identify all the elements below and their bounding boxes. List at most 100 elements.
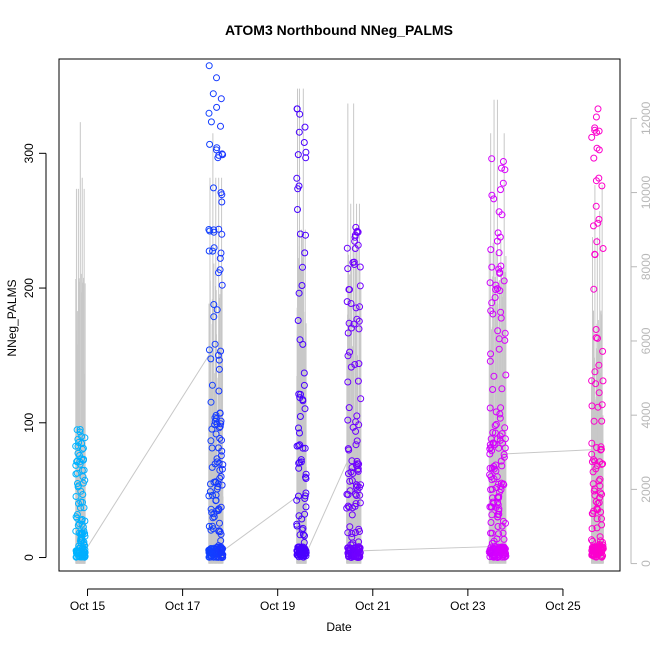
data-point <box>80 548 88 556</box>
data-point <box>296 429 303 437</box>
data-point <box>596 475 604 483</box>
data-point <box>487 307 495 315</box>
data-point <box>76 426 84 433</box>
data-point <box>357 395 365 403</box>
data-point <box>599 377 607 385</box>
data-point <box>498 522 506 530</box>
data-point <box>356 499 364 507</box>
data-point <box>590 154 598 162</box>
data-point <box>355 317 363 325</box>
data-point <box>301 123 309 131</box>
data-point <box>501 166 509 174</box>
data-point <box>486 404 494 412</box>
data-point <box>210 313 218 321</box>
data-point <box>354 241 362 249</box>
data-point <box>488 191 496 199</box>
data-point <box>217 548 225 556</box>
data-point <box>495 265 503 273</box>
data-point <box>490 463 498 470</box>
data-point <box>205 346 213 354</box>
chart-title: ATOM3 Northbound NNeg_PALMS <box>225 22 453 38</box>
data-point <box>216 434 224 442</box>
data-point <box>302 473 309 481</box>
y-axis-label: NNeg_PALMS <box>5 279 19 356</box>
data-point <box>591 126 599 134</box>
data-point <box>206 488 214 496</box>
data-point <box>217 95 225 103</box>
data-point <box>499 179 507 187</box>
data-point <box>356 303 364 311</box>
data-point <box>590 285 598 293</box>
data-point <box>593 144 601 152</box>
data-point <box>502 371 510 379</box>
data-point <box>296 413 304 420</box>
data-point <box>213 306 221 314</box>
data-point <box>209 491 216 499</box>
data-point <box>75 439 83 446</box>
data-point <box>74 521 82 529</box>
data-point <box>344 529 352 537</box>
x-tick-label: Oct 25 <box>545 599 581 613</box>
data-point <box>344 352 352 360</box>
data-point <box>597 446 605 454</box>
data-point <box>488 529 496 537</box>
data-point <box>498 385 506 393</box>
data-point <box>205 522 213 530</box>
data-point <box>293 174 301 182</box>
data-point <box>207 398 215 406</box>
data-point <box>489 429 497 436</box>
data-point <box>215 151 223 159</box>
data-point <box>294 317 302 324</box>
data-point <box>487 350 495 358</box>
data-point <box>592 380 600 388</box>
data-point <box>592 326 600 333</box>
data-point <box>343 298 351 306</box>
data-point <box>595 174 603 182</box>
data-point <box>215 527 223 535</box>
data-point <box>349 423 357 431</box>
data-point <box>216 519 223 527</box>
data-point <box>497 308 505 316</box>
data-point <box>300 381 308 389</box>
data-point <box>597 489 604 497</box>
data-point <box>210 244 218 252</box>
data-point <box>209 514 217 522</box>
data-point <box>495 208 503 216</box>
data-point <box>491 422 499 430</box>
data-point <box>205 62 213 70</box>
y2-axis: 0 2000 4000 6000 8000 10000 12000 <box>630 101 650 567</box>
data-point <box>497 186 504 194</box>
data-point <box>343 244 351 252</box>
data-point <box>597 445 605 453</box>
data-point <box>77 516 85 524</box>
data-point <box>354 553 362 561</box>
data-point <box>486 357 494 365</box>
data-point <box>597 508 605 516</box>
data-point <box>597 443 605 451</box>
data-point <box>501 424 509 432</box>
data-point <box>208 463 216 471</box>
data-point <box>216 409 224 417</box>
data-point <box>80 540 88 548</box>
data-point <box>487 486 495 494</box>
data-point <box>75 482 82 490</box>
x-axis-label: Date <box>326 620 352 634</box>
data-point <box>594 105 602 113</box>
data-point <box>588 133 596 141</box>
data-point <box>211 414 219 422</box>
data-point <box>592 334 600 342</box>
data-point <box>297 390 304 398</box>
data-point <box>494 229 502 237</box>
data-point <box>496 410 504 418</box>
data-point <box>215 387 223 395</box>
data-point <box>598 460 606 468</box>
data-point <box>78 553 86 561</box>
data-point <box>345 470 352 478</box>
data-point <box>295 128 303 136</box>
data-point <box>488 299 496 307</box>
data-point <box>213 103 221 111</box>
data-point <box>299 551 307 559</box>
data-point <box>215 365 223 373</box>
data-point <box>351 233 359 241</box>
data-point <box>346 348 354 356</box>
